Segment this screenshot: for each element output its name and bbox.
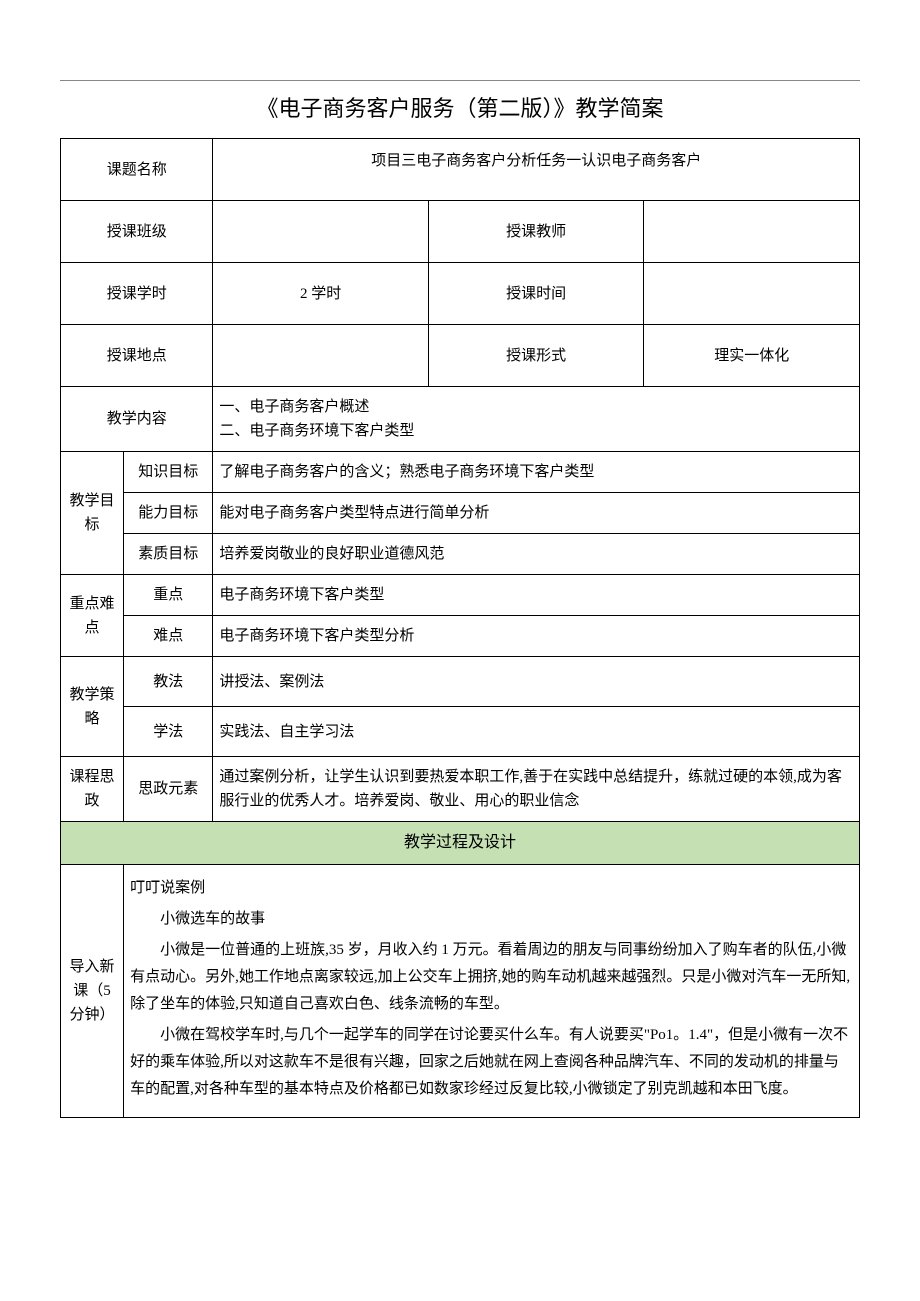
- table-row: 难点 电子商务环境下客户类型分析: [61, 616, 860, 657]
- page-title: 《电子商务客户服务（第二版）》教学简案: [60, 91, 860, 123]
- table-row: 授课班级 授课教师: [61, 201, 860, 263]
- table-row: 素质目标 培养爱岗敬业的良好职业道德风范: [61, 534, 860, 575]
- class-value: [213, 201, 429, 263]
- case-p2: 小微在驾校学车时,与几个一起学车的同学在讨论要买什么车。有人说要买"Po1。1.…: [130, 1022, 853, 1103]
- table-row: 课程思政 思政元素 通过案例分析，让学生认识到要热爱本职工作,善于在实践中总结提…: [61, 757, 860, 822]
- class-label: 授课班级: [61, 201, 213, 263]
- quality-label: 素质目标: [124, 534, 213, 575]
- content-value: 一、电子商务客户概述 二、电子商务环境下客户类型: [213, 387, 860, 452]
- hours-label: 授课学时: [61, 263, 213, 325]
- teacher-label: 授课教师: [428, 201, 644, 263]
- case-subtitle: 小微选车的故事: [130, 906, 853, 933]
- keydiff-label: 重点难点: [61, 575, 124, 657]
- table-row: 教学过程及设计: [61, 822, 860, 865]
- table-row: 导入新课（5分钟） 叮叮说案例 小微选车的故事 小微是一位普通的上班族,35 岁…: [61, 864, 860, 1117]
- ability-label: 能力目标: [124, 493, 213, 534]
- process-header: 教学过程及设计: [61, 822, 860, 865]
- content-line1: 一、电子商务客户概述: [219, 395, 853, 419]
- topic-label: 课题名称: [61, 139, 213, 201]
- table-row: 能力目标 能对电子商务客户类型特点进行简单分析: [61, 493, 860, 534]
- teacher-value: [644, 201, 860, 263]
- table-row: 授课地点 授课形式 理实一体化: [61, 325, 860, 387]
- case-heading: 叮叮说案例: [130, 875, 853, 902]
- learn-label: 学法: [124, 707, 213, 757]
- intro-label: 导入新课（5分钟）: [61, 864, 124, 1117]
- strategy-label: 教学策略: [61, 657, 124, 757]
- hours-value: 2 学时: [213, 263, 429, 325]
- intro-content: 叮叮说案例 小微选车的故事 小微是一位普通的上班族,35 岁，月收入约 1 万元…: [124, 864, 860, 1117]
- topic-value: 项目三电子商务客户分析任务一认识电子商务客户: [213, 139, 860, 201]
- diff-label: 难点: [124, 616, 213, 657]
- time-label: 授课时间: [428, 263, 644, 325]
- knowledge-value: 了解电子商务客户的含义；熟悉电子商务环境下客户类型: [213, 452, 860, 493]
- table-row: 教学内容 一、电子商务客户概述 二、电子商务环境下客户类型: [61, 387, 860, 452]
- table-row: 授课学时 2 学时 授课时间: [61, 263, 860, 325]
- learn-value: 实践法、自主学习法: [213, 707, 860, 757]
- format-value: 理实一体化: [644, 325, 860, 387]
- content-label: 教学内容: [61, 387, 213, 452]
- teach-label: 教法: [124, 657, 213, 707]
- table-row: 学法 实践法、自主学习法: [61, 707, 860, 757]
- table-row: 重点难点 重点 电子商务环境下客户类型: [61, 575, 860, 616]
- knowledge-label: 知识目标: [124, 452, 213, 493]
- quality-value: 培养爱岗敬业的良好职业道德风范: [213, 534, 860, 575]
- ideology-label: 课程思政: [61, 757, 124, 822]
- teach-value: 讲授法、案例法: [213, 657, 860, 707]
- lesson-plan-table: 课题名称 项目三电子商务客户分析任务一认识电子商务客户 授课班级 授课教师 授课…: [60, 138, 860, 1118]
- ideology-value: 通过案例分析，让学生认识到要热爱本职工作,善于在实践中总结提升，练就过硬的本领,…: [213, 757, 860, 822]
- format-label: 授课形式: [428, 325, 644, 387]
- time-value: [644, 263, 860, 325]
- goals-label: 教学目标: [61, 452, 124, 575]
- table-row: 教学目标 知识目标 了解电子商务客户的含义；熟悉电子商务环境下客户类型: [61, 452, 860, 493]
- location-value: [213, 325, 429, 387]
- table-row: 教学策略 教法 讲授法、案例法: [61, 657, 860, 707]
- location-label: 授课地点: [61, 325, 213, 387]
- table-row: 课题名称 项目三电子商务客户分析任务一认识电子商务客户: [61, 139, 860, 201]
- ideology-sublabel: 思政元素: [124, 757, 213, 822]
- top-divider: [60, 80, 860, 81]
- case-p1: 小微是一位普通的上班族,35 岁，月收入约 1 万元。看着周边的朋友与同事纷纷加…: [130, 937, 853, 1018]
- diff-value: 电子商务环境下客户类型分析: [213, 616, 860, 657]
- key-value: 电子商务环境下客户类型: [213, 575, 860, 616]
- content-line2: 二、电子商务环境下客户类型: [219, 419, 853, 443]
- key-label: 重点: [124, 575, 213, 616]
- ability-value: 能对电子商务客户类型特点进行简单分析: [213, 493, 860, 534]
